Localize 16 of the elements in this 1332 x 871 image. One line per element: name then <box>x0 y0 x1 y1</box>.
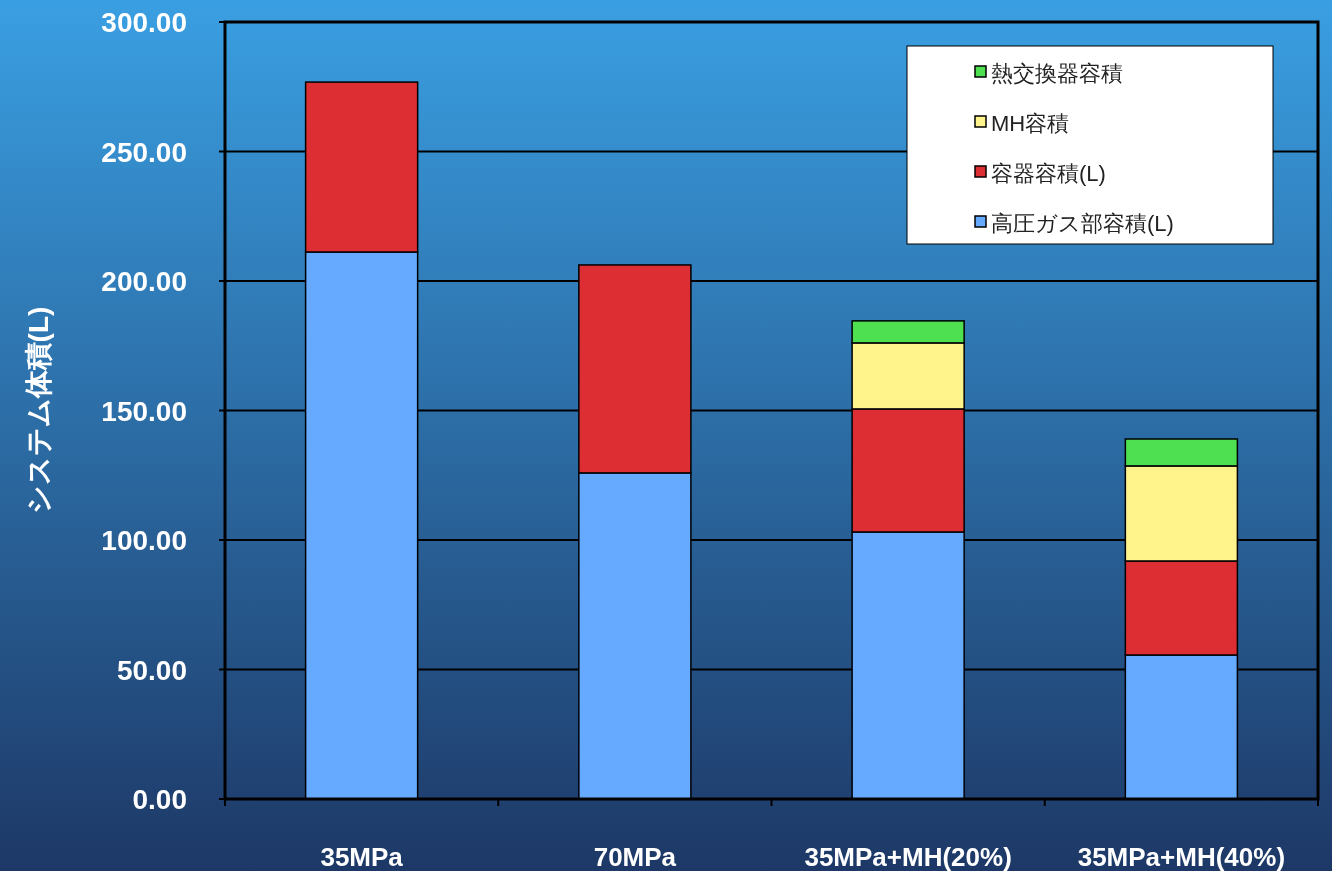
legend-label: 熱交換器容積 <box>991 61 1123 86</box>
y-tick-label: 100.00 <box>101 525 187 556</box>
y-tick-label: 200.00 <box>101 266 187 297</box>
y-tick-label: 0.00 <box>132 784 187 815</box>
x-tick-label: 70MPa <box>593 842 677 871</box>
y-tick-label: 50.00 <box>116 654 187 686</box>
x-tick-label: 35MPa+MH(20%) <box>804 842 1012 871</box>
y-tick-label: 250.00 <box>101 136 187 168</box>
y-tick-label: 300.00 <box>101 7 187 38</box>
legend-label: 容器容積(L) <box>991 161 1106 186</box>
legend-label: MH容積 <box>991 111 1070 136</box>
legend-label: 高圧ガス部容積(L) <box>991 211 1174 236</box>
x-tick-label: 35MPa+MH(40%) <box>1077 842 1286 871</box>
y-axis-title: システム体積(L) <box>23 306 54 515</box>
y-tick-label: 150.00 <box>101 395 187 427</box>
x-tick-label: 35MPa <box>320 842 404 871</box>
